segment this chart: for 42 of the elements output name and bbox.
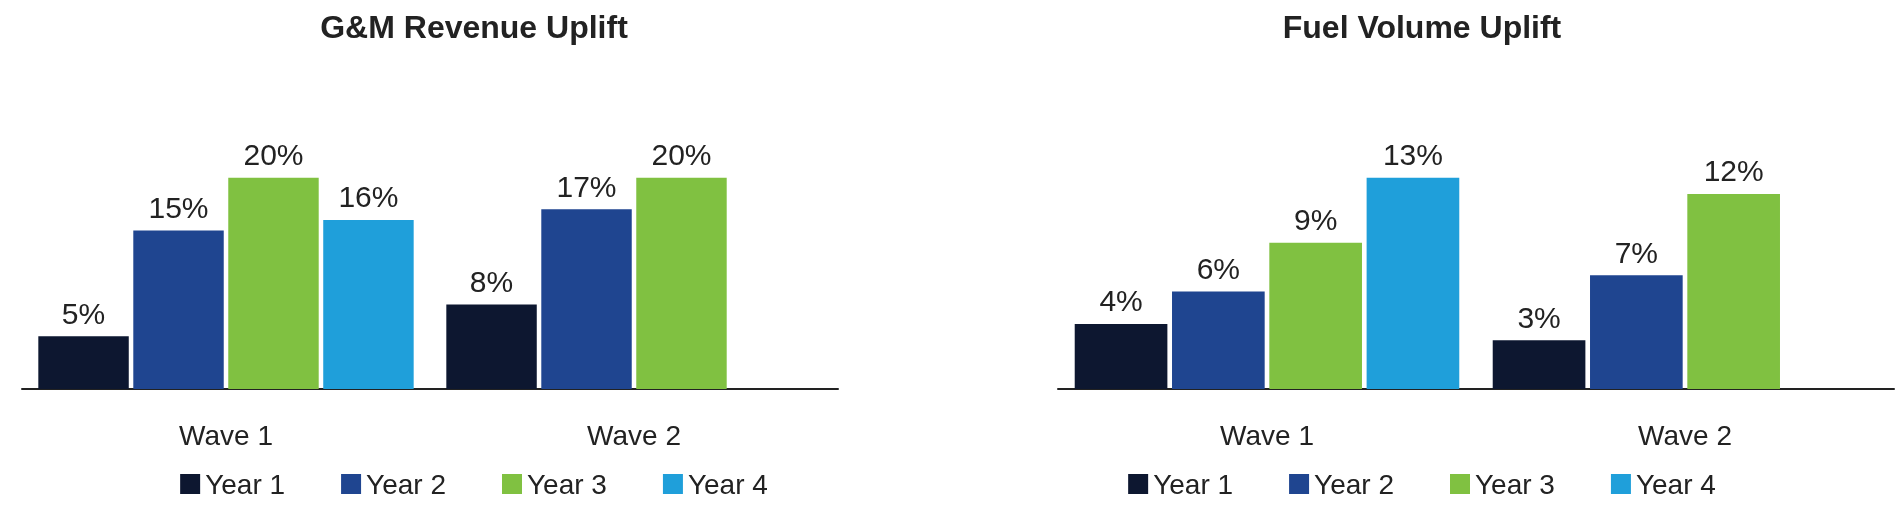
bar [1590, 275, 1683, 389]
x-tick-label: Wave 2 [587, 419, 681, 451]
chart-title: G&M Revenue Uplift [320, 9, 629, 45]
data-label: 4% [1099, 284, 1143, 318]
bar [228, 177, 319, 389]
data-label: 13% [1382, 138, 1443, 172]
legend-label: Year 4 [1635, 468, 1716, 500]
legend-label: Year 1 [205, 468, 286, 500]
x-tick-label: Wave 1 [1220, 419, 1314, 451]
legend-label: Year 4 [687, 468, 768, 500]
legend-label: Year 2 [1314, 468, 1395, 500]
legend-label: Year 3 [1475, 468, 1555, 500]
x-tick-label: Wave 2 [1638, 419, 1732, 451]
bar [636, 177, 727, 389]
bar [1492, 340, 1586, 389]
bar [1074, 323, 1168, 389]
legend-label: Year 1 [1153, 468, 1234, 500]
data-label: 17% [556, 169, 617, 203]
bar [541, 209, 632, 389]
bar [446, 304, 537, 389]
chart-title: Fuel Volume Uplift [1282, 9, 1562, 45]
data-label: 6% [1196, 251, 1241, 285]
data-label: 5% [61, 296, 106, 330]
data-label: 15% [148, 190, 209, 224]
legend-label: Year 3 [527, 468, 607, 500]
bar [38, 336, 129, 389]
data-label: 7% [1614, 235, 1659, 269]
data-label: 16% [338, 180, 399, 214]
data-label: 20% [243, 138, 304, 172]
data-label: 9% [1293, 203, 1338, 237]
bar [1687, 193, 1780, 389]
data-label: 12% [1703, 154, 1764, 188]
data-label: 20% [651, 138, 712, 172]
legend-label: Year 2 [366, 468, 447, 500]
x-tick-label: Wave 1 [179, 419, 273, 451]
bar [1172, 291, 1265, 389]
bar [323, 219, 414, 389]
data-label: 3% [1517, 300, 1561, 334]
bar [133, 230, 224, 389]
data-label: 8% [469, 264, 514, 298]
bar [1269, 242, 1362, 389]
bar [1366, 177, 1460, 389]
